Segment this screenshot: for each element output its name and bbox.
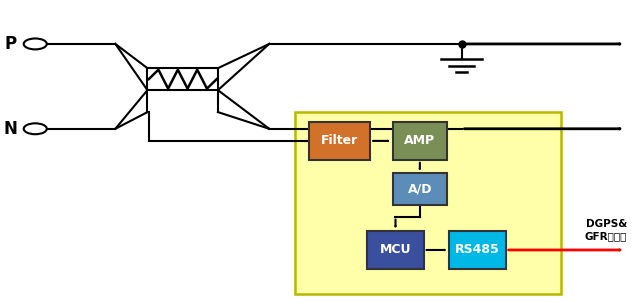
Text: N: N xyxy=(4,120,18,138)
Text: A/D: A/D xyxy=(408,183,432,196)
FancyBboxPatch shape xyxy=(392,122,447,160)
FancyBboxPatch shape xyxy=(367,231,424,269)
Text: DGPS&
GFR모듈부: DGPS& GFR모듈부 xyxy=(585,219,627,241)
Text: RS485: RS485 xyxy=(455,244,500,256)
FancyBboxPatch shape xyxy=(449,231,506,269)
Text: Filter: Filter xyxy=(321,135,358,147)
FancyBboxPatch shape xyxy=(392,173,447,205)
Text: AMP: AMP xyxy=(404,135,435,147)
Circle shape xyxy=(24,38,47,49)
Circle shape xyxy=(24,123,47,134)
Text: P: P xyxy=(5,35,17,53)
FancyBboxPatch shape xyxy=(295,112,561,294)
Text: MCU: MCU xyxy=(379,244,412,256)
FancyBboxPatch shape xyxy=(310,122,370,160)
